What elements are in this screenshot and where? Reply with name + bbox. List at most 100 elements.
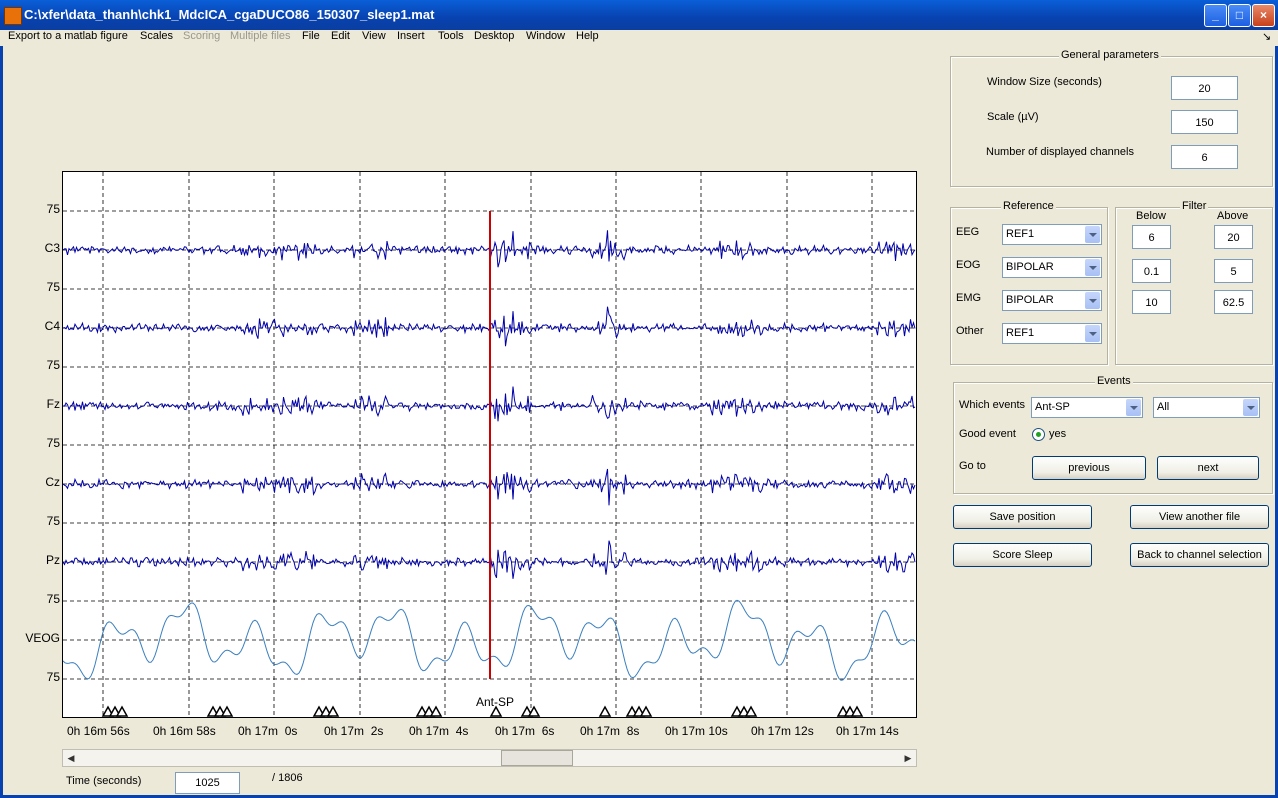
spindle-marker-icon	[639, 705, 653, 717]
y-axis-label: Cz	[45, 475, 60, 489]
chevron-down-icon[interactable]	[1085, 226, 1100, 243]
menu-insert[interactable]: Insert	[397, 30, 425, 42]
ref-eog-select[interactable]: BIPOLAR	[1002, 257, 1102, 278]
ref-other-select[interactable]: REF1	[1002, 323, 1102, 344]
time-label: Time (seconds)	[66, 775, 142, 787]
chevron-down-icon[interactable]	[1085, 325, 1100, 342]
filter-below-emg[interactable]: 10	[1132, 290, 1171, 314]
events-filter-select[interactable]: All	[1153, 397, 1260, 418]
filter-above-emg[interactable]: 62.5	[1214, 290, 1253, 314]
channels-label: Number of displayed channels	[986, 146, 1134, 158]
good-event-radio[interactable]	[1032, 428, 1045, 441]
y-axis-label: Pz	[45, 553, 60, 567]
menu-export[interactable]: Export to a matlab figure	[8, 30, 128, 42]
menu-edit[interactable]: Edit	[331, 30, 350, 42]
event-label: Ant-SP	[476, 695, 514, 709]
x-axis-label: 0h 17m 4s	[409, 724, 469, 738]
chevron-down-icon[interactable]	[1085, 259, 1100, 276]
matlab-icon	[4, 7, 22, 25]
spindle-marker-icon	[598, 705, 612, 717]
eeg-traces: Ant-SP	[62, 172, 916, 717]
x-axis-label: 0h 17m 12s	[751, 724, 814, 738]
minimize-button[interactable]: _	[1204, 4, 1227, 27]
dock-arrow-icon[interactable]: ↘	[1262, 31, 1272, 43]
menu-desktop[interactable]: Desktop	[474, 30, 515, 42]
spindle-marker-icon	[527, 705, 541, 717]
ref-emg-label: EMG	[956, 292, 982, 304]
filter-above-eeg[interactable]: 20	[1214, 225, 1253, 249]
reference-title: Reference	[1001, 200, 1056, 212]
menu-bar: Export to a matlab figure Scales Scoring…	[0, 30, 1278, 46]
menu-scoring: Scoring	[183, 30, 221, 42]
window-size-input[interactable]: 20	[1171, 76, 1238, 100]
x-axis-label: 0h 17m 6s	[495, 724, 555, 738]
x-axis-label: 0h 16m 58s	[153, 724, 216, 738]
scale-input[interactable]: 150	[1171, 110, 1238, 134]
y-axis-label: Fz	[46, 397, 60, 411]
ref-other-label: Other	[956, 325, 984, 337]
window-title: C:\xfer\data_thanh\chk1_MdcICA_cgaDUCO86…	[24, 7, 435, 22]
filter-below-label: Below	[1136, 210, 1166, 222]
scroll-right-icon[interactable]: ▶	[904, 753, 912, 763]
y-axis-label: C4	[44, 319, 60, 333]
y-axis-label: VEOG	[25, 631, 60, 645]
scroll-thumb[interactable]	[501, 750, 573, 766]
good-event-value: yes	[1049, 428, 1067, 440]
score-sleep-button[interactable]: Score Sleep	[953, 543, 1092, 567]
ref-eeg-label: EEG	[956, 226, 980, 238]
menu-multiple-files: Multiple files	[230, 30, 291, 42]
window-size-label: Window Size (seconds)	[987, 76, 1102, 88]
chevron-down-icon[interactable]	[1126, 399, 1141, 416]
menu-file[interactable]: File	[302, 30, 320, 42]
spindle-marker-icon	[326, 705, 340, 717]
x-axis-label: 0h 17m 0s	[238, 724, 298, 738]
window-border-right	[1275, 30, 1278, 798]
window-border-left	[0, 30, 3, 798]
menu-window[interactable]: Window	[526, 30, 566, 42]
menu-view[interactable]: View	[362, 30, 386, 42]
y-axis-label: 75	[46, 358, 60, 372]
spindle-marker-icon	[744, 705, 758, 717]
ref-eeg-select[interactable]: REF1	[1002, 224, 1102, 245]
previous-event-button[interactable]: previous	[1032, 456, 1146, 480]
menu-tools[interactable]: Tools	[438, 30, 464, 42]
x-axis-label: 0h 16m 56s	[67, 724, 130, 738]
next-event-button[interactable]: next	[1157, 456, 1259, 480]
which-events-label: Which events	[959, 399, 1026, 411]
filter-below-eog[interactable]: 0.1	[1132, 259, 1171, 283]
y-axis-label: 75	[46, 514, 60, 528]
ref-emg-select[interactable]: BIPOLAR	[1002, 290, 1102, 311]
time-input[interactable]: 1025	[175, 772, 240, 794]
spindle-marker-icon	[489, 705, 503, 717]
spindle-marker-icon	[850, 705, 864, 717]
y-axis-label: 75	[46, 670, 60, 684]
back-to-channel-selection-button[interactable]: Back to channel selection	[1130, 543, 1269, 567]
filter-above-eog[interactable]: 5	[1214, 259, 1253, 283]
ref-eog-label: EOG	[956, 259, 981, 271]
save-position-button[interactable]: Save position	[953, 505, 1092, 529]
maximize-button[interactable]: □	[1228, 4, 1251, 27]
y-axis-label: 75	[46, 280, 60, 294]
which-events-select[interactable]: Ant-SP	[1031, 397, 1143, 418]
spindle-marker-icon	[429, 705, 443, 717]
channels-input[interactable]: 6	[1171, 145, 1238, 169]
x-axis-label: 0h 17m 10s	[665, 724, 728, 738]
spindle-marker-icon	[115, 705, 129, 717]
title-bar: C:\xfer\data_thanh\chk1_MdcICA_cgaDUCO86…	[0, 0, 1278, 30]
menu-scales[interactable]: Scales	[140, 30, 174, 42]
y-axis-label: 75	[46, 202, 60, 216]
close-button[interactable]: ×	[1252, 4, 1275, 27]
eeg-plot-area[interactable]: Ant-SP	[62, 171, 917, 718]
view-another-file-button[interactable]: View another file	[1130, 505, 1269, 529]
scale-label: Scale (µV)	[987, 111, 1039, 123]
filter-title: Filter	[1180, 200, 1209, 212]
x-axis-label: 0h 17m 8s	[580, 724, 640, 738]
chevron-down-icon[interactable]	[1085, 292, 1100, 309]
filter-below-eeg[interactable]: 6	[1132, 225, 1171, 249]
y-axis-label: 75	[46, 436, 60, 450]
time-scrollbar[interactable]: ◀ ▶	[62, 749, 917, 767]
chevron-down-icon[interactable]	[1243, 399, 1258, 416]
menu-help[interactable]: Help	[576, 30, 599, 42]
good-event-label: Good event	[959, 428, 1016, 440]
scroll-left-icon[interactable]: ◀	[67, 753, 75, 763]
